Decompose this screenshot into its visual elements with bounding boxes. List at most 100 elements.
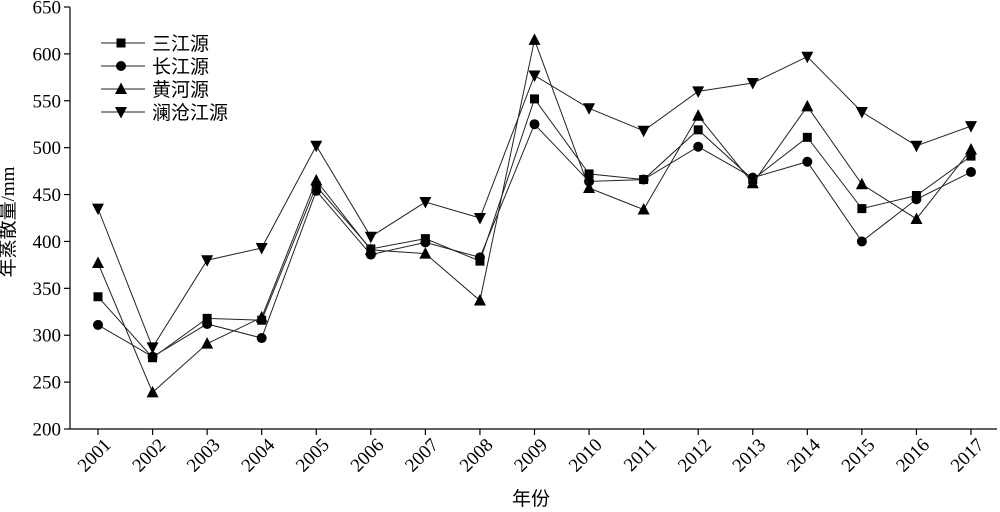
series-1-line [97,97,972,359]
series-3-line [97,38,972,394]
series-1-point [530,94,539,104]
x-tick-label: 2012 [674,435,716,477]
x-axis-label: 年份 [512,488,550,510]
x-tick-label: 2003 [183,435,225,477]
x-tick-label: 2017 [947,435,989,477]
series-1-point [966,151,976,161]
series-3-point [583,181,596,193]
series-3-point [746,176,759,189]
x-tick-label: 2015 [838,435,880,477]
series-2-point [584,176,595,187]
series-4-point [637,125,650,138]
series-3-point [692,109,705,121]
series-4-point [965,121,977,133]
series-1-point [202,313,212,323]
legend-marker [116,61,126,71]
series-2-point [93,319,103,330]
series-3-point [419,247,432,259]
x-tick-label: 2001 [74,435,116,477]
legend-item: 黄河源 [101,79,209,101]
legend-item: 长江源 [101,56,209,78]
series-1-point [693,125,703,135]
legend-label: 长江源 [152,56,209,78]
series-2-point [802,156,813,167]
series-3-point [255,310,268,323]
series-1-point [93,292,103,302]
series-3 [92,33,977,398]
legend-item: 三江源 [101,33,209,55]
series-3-point [473,294,486,306]
series-4-point [801,51,814,64]
series-1-point [857,204,867,214]
series-2-point [311,185,322,196]
series-3-point [801,99,814,112]
x-tick-label: 2006 [347,435,389,477]
x-tick-label: 2008 [456,435,498,477]
series-4-point [310,140,323,153]
series-2-point [474,252,485,263]
x-tick-label: 2007 [401,435,443,477]
y-tick-label: 350 [33,279,62,300]
series-2-point [638,174,649,185]
series-4-point [910,140,923,153]
series-4-point [855,107,868,119]
series-4-point [473,213,486,225]
legend-label: 黄河源 [152,79,209,101]
y-tick-label: 300 [33,326,62,347]
legend-marker [115,107,127,119]
series-2-point [529,119,540,130]
x-tick-label: 2013 [729,435,771,477]
series-2-point [693,141,704,152]
series-2-point [856,236,867,247]
series-4-point [92,203,104,216]
x-tick-label: 2010 [565,435,607,477]
series-4-point [528,70,541,82]
y-tick-label: 600 [33,44,62,65]
y-axis-label: 年蒸散量/mm [0,166,19,277]
legend-label: 三江源 [152,33,209,55]
series-1 [93,94,976,363]
x-tick-label: 2004 [238,434,280,476]
series-2-point [202,318,213,329]
series-2-point [256,333,267,344]
series-3-point [92,256,104,269]
series-2-line [97,123,972,358]
series-4-point [364,231,377,244]
series-3-point [855,177,868,190]
x-tick-label: 2009 [510,435,552,477]
x-tick-label: 2014 [783,434,825,476]
series-3-point [637,203,650,215]
y-tick-label: 400 [33,232,62,253]
series-4-point [692,86,705,98]
y-tick-label: 650 [33,0,62,19]
legend-marker [116,38,126,48]
y-tick-label: 450 [33,185,62,206]
legend-marker [115,82,127,94]
y-tick-label: 250 [33,373,62,394]
series-1-point [584,169,594,179]
x-tick-label: 2016 [892,435,934,477]
series-3-point [910,212,923,224]
series-4-point [146,342,159,354]
series-3-point [310,173,323,186]
x-tick-label: 2005 [292,435,334,477]
series-3-point [528,33,541,45]
series-2-point [911,194,922,205]
series-group [92,33,977,398]
x-tick-label: 2011 [620,435,661,476]
legend-item: 澜沧江源 [101,102,228,124]
series-2-point [147,351,158,362]
legend-label: 澜沧江源 [152,102,228,124]
y-tick-label: 200 [33,420,62,441]
series-3-point [146,385,159,398]
series-2 [93,119,976,362]
y-tick-label: 550 [33,91,62,112]
series-4-point [201,255,214,267]
series-2-point [966,167,976,178]
series-2-point [420,237,431,248]
series-4-point [255,243,268,255]
series-3-point [364,243,377,255]
x-tick-label: 2002 [128,435,170,477]
